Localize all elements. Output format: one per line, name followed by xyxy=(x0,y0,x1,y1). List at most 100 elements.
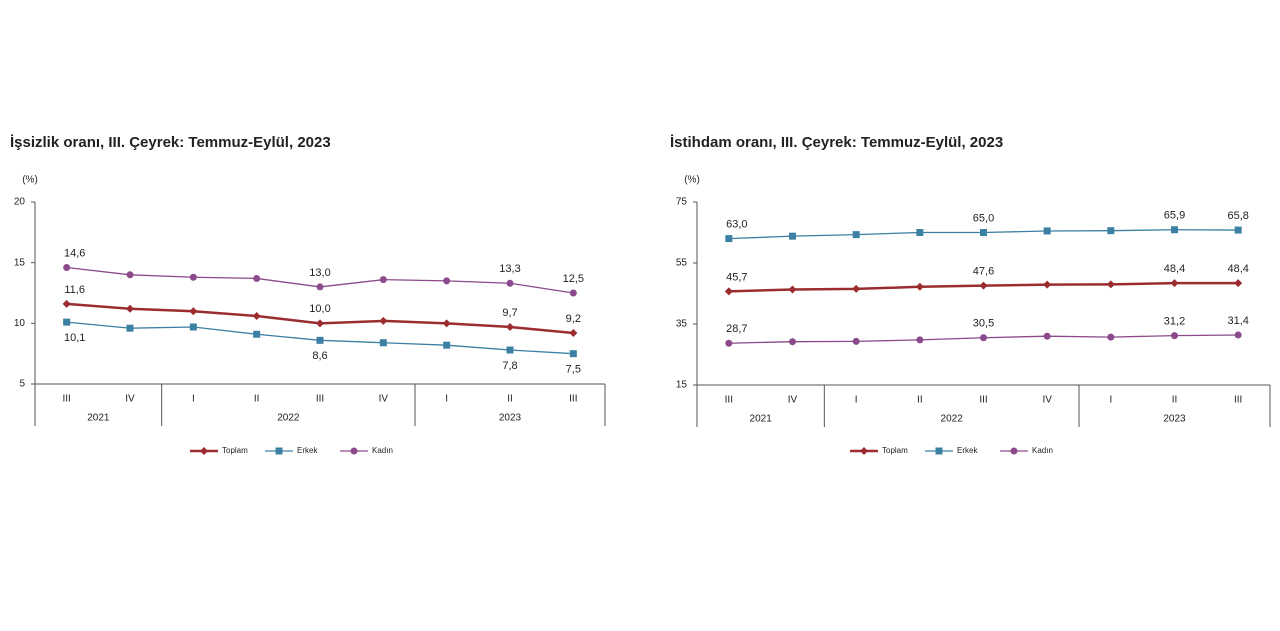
year-label: 2022 xyxy=(941,414,964,425)
marker xyxy=(316,336,324,344)
data-label: 9,7 xyxy=(502,307,517,319)
marker xyxy=(126,271,134,279)
marker xyxy=(852,284,861,293)
x-tick-label: I xyxy=(192,394,195,405)
marker xyxy=(789,338,796,346)
legend-label: Toplam xyxy=(882,446,908,455)
marker xyxy=(189,307,198,316)
data-label: 65,0 xyxy=(973,212,994,224)
legend-label: Toplam xyxy=(222,446,248,455)
marker xyxy=(788,285,797,294)
data-label: 30,5 xyxy=(973,318,994,330)
data-label: 48,4 xyxy=(1227,263,1248,275)
data-label: 13,3 xyxy=(499,263,520,275)
marker xyxy=(350,447,358,455)
x-tick-label: III xyxy=(62,394,70,405)
marker xyxy=(789,232,796,240)
legend-label: Erkek xyxy=(297,446,318,455)
marker xyxy=(506,279,514,287)
chart-title: İşsizlik oranı, III. Çeyrek: Temmuz-Eylü… xyxy=(10,134,331,151)
x-tick-label: IV xyxy=(1042,395,1052,406)
marker xyxy=(725,235,733,243)
marker xyxy=(506,322,514,331)
x-tick-label: I xyxy=(445,394,448,405)
data-label: 7,5 xyxy=(566,364,581,376)
x-tick-label: I xyxy=(1109,395,1112,406)
marker xyxy=(860,447,868,455)
marker xyxy=(506,346,514,354)
marker xyxy=(852,231,860,239)
data-label: 7,8 xyxy=(502,360,517,372)
y-tick-label: 5 xyxy=(19,379,25,390)
x-tick-label: II xyxy=(1172,395,1178,406)
x-tick-label: II xyxy=(254,394,260,405)
data-label: 65,8 xyxy=(1227,210,1248,222)
marker xyxy=(1043,332,1051,340)
marker xyxy=(379,316,388,325)
x-tick-label: III xyxy=(1234,395,1242,406)
x-tick-label: III xyxy=(725,395,733,406)
marker xyxy=(189,273,197,281)
legend-label: Erkek xyxy=(957,446,978,455)
marker xyxy=(442,319,451,328)
marker xyxy=(379,339,387,347)
y-tick-label: 10 xyxy=(14,318,26,329)
marker xyxy=(915,282,924,291)
legend-label: Kadın xyxy=(1032,446,1053,455)
marker xyxy=(1234,279,1243,288)
marker xyxy=(1043,227,1051,235)
data-label: 65,9 xyxy=(1164,210,1185,222)
data-label: 48,4 xyxy=(1164,263,1185,275)
marker xyxy=(1170,279,1179,288)
data-label: 28,7 xyxy=(726,323,747,335)
data-label: 31,2 xyxy=(1164,315,1185,327)
data-label: 9,2 xyxy=(566,313,581,325)
marker xyxy=(852,337,860,345)
marker xyxy=(979,281,988,290)
marker xyxy=(126,324,134,332)
x-tick-label: I xyxy=(855,395,858,406)
y-axis-label: (%) xyxy=(684,175,700,186)
year-label: 2021 xyxy=(750,414,773,425)
data-label: 31,4 xyxy=(1227,315,1248,327)
year-label: 2023 xyxy=(499,413,522,424)
data-label: 10,0 xyxy=(309,303,330,315)
marker xyxy=(1107,333,1115,341)
x-tick-label: IV xyxy=(788,395,798,406)
x-tick-label: II xyxy=(917,395,923,406)
year-label: 2021 xyxy=(87,413,110,424)
marker xyxy=(253,330,261,338)
data-label: 8,6 xyxy=(312,350,327,362)
marker xyxy=(1106,280,1115,289)
marker xyxy=(63,264,71,272)
data-label: 45,7 xyxy=(726,271,747,283)
marker xyxy=(1107,227,1115,235)
chart-title: İstihdam oranı, III. Çeyrek: Temmuz-Eylü… xyxy=(670,134,1003,151)
year-label: 2023 xyxy=(1163,414,1186,425)
x-tick-label: III xyxy=(569,394,577,405)
y-tick-label: 15 xyxy=(676,380,688,391)
marker xyxy=(1043,280,1052,289)
marker xyxy=(275,447,283,455)
marker xyxy=(252,312,261,321)
x-tick-label: III xyxy=(979,395,987,406)
marker xyxy=(316,319,324,328)
marker xyxy=(724,287,733,296)
y-tick-label: 35 xyxy=(676,319,688,330)
year-label: 2022 xyxy=(277,413,300,424)
data-label: 13,0 xyxy=(309,267,330,279)
marker xyxy=(443,277,451,285)
marker xyxy=(1171,332,1178,340)
marker xyxy=(253,274,261,282)
marker xyxy=(916,229,924,236)
y-tick-label: 75 xyxy=(676,197,688,208)
marker xyxy=(935,447,943,455)
x-tick-label: IV xyxy=(125,394,135,405)
data-label: 14,6 xyxy=(64,247,85,259)
x-tick-label: III xyxy=(316,394,324,405)
marker xyxy=(980,229,987,236)
marker xyxy=(200,447,208,455)
marker xyxy=(62,299,71,308)
x-tick-label: IV xyxy=(379,394,389,405)
marker xyxy=(1171,226,1178,234)
